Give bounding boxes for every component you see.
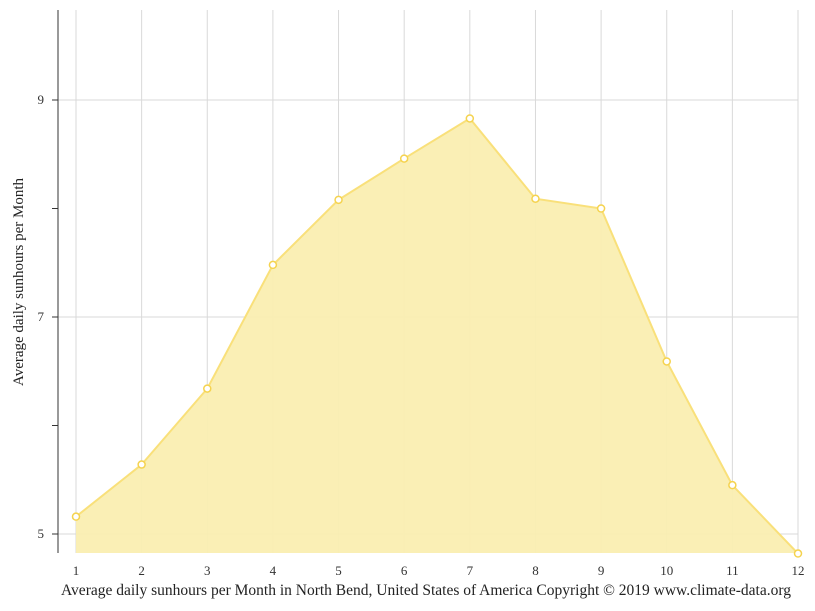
x-tick-label: 12 xyxy=(792,563,805,578)
data-point[interactable] xyxy=(596,204,606,213)
y-tick-label: 9 xyxy=(38,92,45,107)
x-tick-label: 1 xyxy=(73,563,80,578)
x-tick-label: 4 xyxy=(270,563,277,578)
data-point[interactable] xyxy=(203,384,212,393)
x-axis-caption: Average daily sunhours per Month in Nort… xyxy=(61,582,791,599)
data-point[interactable] xyxy=(334,195,343,205)
series-line xyxy=(75,117,799,555)
area-series xyxy=(75,117,799,555)
x-tick-label: 8 xyxy=(532,563,539,578)
data-point[interactable] xyxy=(71,512,81,521)
data-point[interactable] xyxy=(268,260,278,270)
x-tick-label: 11 xyxy=(726,563,739,578)
y-tick-label: 7 xyxy=(38,309,45,324)
x-tick-label: 6 xyxy=(401,563,408,578)
x-tick-label: 9 xyxy=(598,563,605,578)
data-point[interactable] xyxy=(399,154,409,163)
data-point[interactable] xyxy=(465,114,475,123)
area-fill xyxy=(76,118,798,554)
x-tick-label: 10 xyxy=(660,563,673,578)
data-point[interactable] xyxy=(137,460,146,469)
y-tick-label: 5 xyxy=(38,526,45,541)
x-tick-label: 7 xyxy=(467,563,474,578)
data-point[interactable] xyxy=(728,480,737,490)
x-tick-label: 2 xyxy=(138,563,145,578)
x-tick-label: 5 xyxy=(335,563,342,578)
data-point-markers xyxy=(71,114,803,558)
x-tick-label: 3 xyxy=(204,563,211,578)
data-point[interactable] xyxy=(662,357,671,366)
data-point[interactable] xyxy=(531,194,540,203)
y-axis-title: Average daily sunhours per Month xyxy=(11,178,27,387)
data-point[interactable] xyxy=(793,549,803,558)
